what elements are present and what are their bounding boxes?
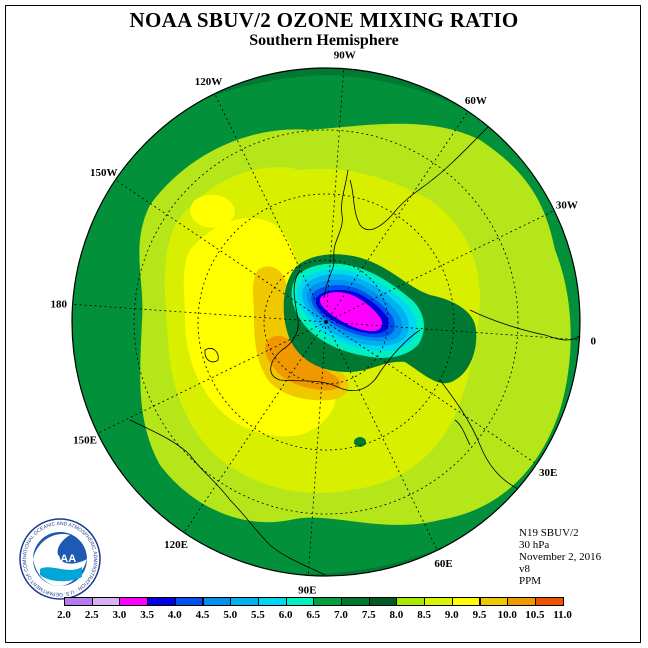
info-pressure-level: 30 hPa [519, 539, 550, 551]
color-swatch-7 [257, 597, 287, 606]
longitude-label-150e: 150E [73, 435, 97, 447]
color-scale-tick: 5.0 [223, 609, 238, 621]
africa-south-coast [469, 309, 580, 341]
meridian-30e [325, 321, 537, 465]
color-swatch-3 [147, 597, 176, 606]
info-date: November 2, 2016 [519, 551, 602, 563]
color-swatch-0 [64, 597, 93, 606]
meridian-180 [72, 303, 327, 323]
longitude-label-120e: 120E [164, 539, 188, 551]
color-scale-tick: 3.5 [140, 609, 154, 621]
meridian-30w [325, 210, 555, 323]
island-1 [204, 347, 219, 363]
color-scale-tick: 9.5 [472, 609, 487, 621]
longitude-label-180: 180 [50, 298, 67, 310]
color-swatch-2 [119, 597, 149, 606]
color-swatch-12 [396, 597, 426, 606]
australia-coast [129, 419, 326, 576]
contour-9.5 [265, 335, 341, 391]
longitude-labels: 90W 60W 30W 0 30E 60E 90E 120E 150E 180 150W 120W [50, 50, 596, 597]
color-scale-tick: 7.5 [361, 609, 376, 621]
longitude-label-60e: 60E [434, 558, 452, 570]
color-scale-tick: 7.0 [334, 609, 348, 621]
logo-noaa-text: NOAA [44, 553, 76, 565]
info-version: v8 [519, 563, 530, 575]
wave-icon [40, 567, 82, 582]
color-swatch-15 [479, 597, 509, 606]
graticule [72, 68, 580, 576]
meridian-0 [325, 321, 580, 341]
latitude-circle-1 [263, 259, 389, 385]
meridian-120w [214, 93, 327, 323]
meridian-60e [325, 321, 438, 551]
color-swatch-6 [230, 597, 259, 606]
africa-east-coast [439, 379, 521, 491]
longitude-label-90w: 90W [334, 50, 356, 62]
color-swatch-4 [174, 597, 204, 606]
data-info-block: N19 SBUV/2 30 hPa November 2, 2016 v8 PP… [519, 527, 601, 587]
meridian-lines [72, 68, 580, 576]
color-scale-tick: 8.0 [389, 609, 404, 621]
color-scale-tick: 2.0 [57, 609, 71, 621]
color-scale-tick: 9.0 [444, 609, 459, 621]
longitude-label-90e: 90E [298, 584, 316, 596]
coastlines [129, 99, 580, 576]
color-swatch-16 [507, 597, 536, 606]
color-scale-tick: 10.5 [525, 609, 545, 621]
color-scale-tick: 2.5 [84, 609, 99, 621]
color-scale-tick: 4.0 [167, 609, 182, 621]
color-scale-tick: 10.0 [497, 609, 517, 621]
color-scale-tick: 5.5 [251, 609, 265, 621]
meridian-90e [307, 321, 327, 576]
madagascar [454, 419, 471, 446]
longitude-label-150w: 150W [90, 167, 118, 179]
noaa-logo: NOAA NATIONAL OCEANIC AND ATMOSPHERIC AD… [18, 517, 101, 600]
longitude-label-0: 0 [591, 336, 597, 348]
figure-frame [5, 5, 641, 643]
longitude-label-30w: 30W [556, 200, 578, 212]
color-scale-tick: 6.0 [278, 609, 293, 621]
meridian-90w [325, 68, 345, 323]
latitude-circle-2 [197, 193, 455, 451]
color-scale-tick: 8.5 [417, 609, 431, 621]
chart-subtitle: Southern Hemisphere [249, 32, 399, 49]
chart-title: NOAA SBUV/2 OZONE MIXING RATIO [129, 8, 519, 32]
color-scale-tick: 3.0 [112, 609, 127, 621]
longitude-label-60w: 60W [465, 95, 487, 107]
color-swatch-11 [368, 597, 398, 606]
color-swatch-14 [451, 597, 481, 606]
contour-3.0 [320, 292, 383, 332]
color-scale-tick: 11.0 [553, 609, 572, 621]
contour-8.5-small [190, 194, 235, 228]
color-scale-tick: 4.5 [195, 609, 210, 621]
color-swatch-9 [313, 597, 342, 606]
longitude-label-30e: 30E [539, 467, 557, 479]
longitude-label-120w: 120W [195, 76, 223, 88]
antarctica-coast [270, 269, 421, 391]
meridian-120e [183, 321, 327, 533]
info-instrument: N19 SBUV/2 [519, 527, 579, 539]
color-swatch-10 [341, 597, 370, 606]
color-swatch-5 [202, 597, 232, 606]
latitude-circle-3 [133, 129, 519, 515]
south-america-coast [323, 169, 349, 299]
south-america-east-coast [349, 99, 516, 231]
color-scale-tick: 6.5 [306, 609, 321, 621]
color-swatch-8 [285, 597, 315, 606]
meridian-60w [325, 111, 469, 323]
color-swatch-13 [424, 597, 453, 606]
contour-spot [354, 437, 366, 447]
meridian-150e [97, 321, 327, 434]
info-units: PPM [519, 575, 542, 587]
color-swatch-1 [91, 597, 121, 606]
meridian-150w [115, 179, 327, 323]
map-boundary [71, 67, 581, 577]
color-swatch-17 [534, 597, 564, 606]
